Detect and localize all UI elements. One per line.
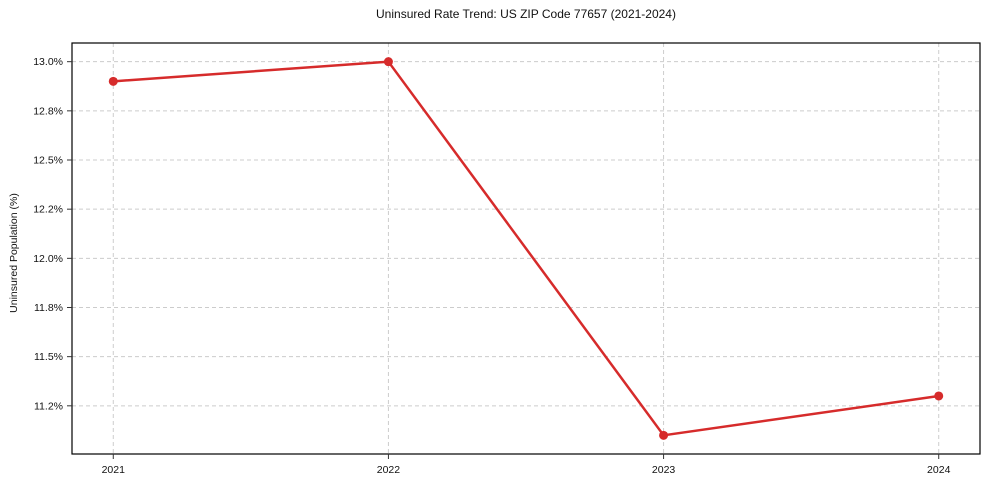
plot-border	[71, 42, 981, 455]
data-point-marker	[934, 391, 944, 401]
y-tick-label: 11.5%	[34, 351, 63, 363]
y-tick-label: 12.5%	[33, 155, 63, 167]
chart-title: Uninsured Rate Trend: US ZIP Code 77657 …	[376, 7, 676, 21]
data-point-marker	[383, 57, 393, 67]
y-tick-label: 12.0%	[33, 253, 63, 265]
y-tick-label: 11.8%	[34, 302, 63, 314]
y-tick-label: 11.2%	[34, 400, 63, 412]
x-tick-label: 2022	[377, 464, 401, 476]
data-point-marker	[108, 76, 118, 86]
x-tick-label: 2021	[102, 464, 126, 476]
y-tick-label: 13.0%	[33, 56, 63, 68]
y-tick-label: 12.8%	[33, 105, 63, 117]
x-tick-label: 2023	[652, 464, 676, 476]
data-point-marker	[659, 430, 669, 440]
x-tick-label: 2024	[927, 464, 951, 476]
trend-line	[112, 60, 940, 437]
y-tick-label: 12.2%	[33, 204, 63, 216]
